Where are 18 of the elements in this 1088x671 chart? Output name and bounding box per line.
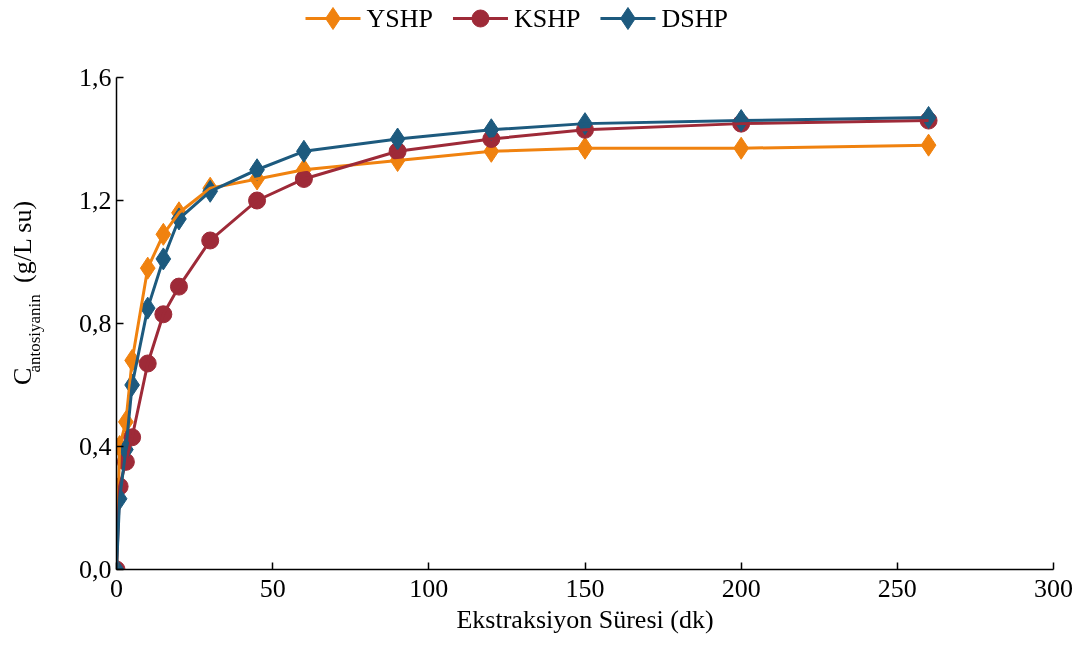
x-tick-label: 200 bbox=[721, 573, 761, 603]
legend-label: KSHP bbox=[513, 4, 581, 33]
y-tick-label: 0,4 bbox=[79, 432, 112, 461]
y-tick-label: 0,0 bbox=[79, 555, 112, 584]
y-axis-title: Cantosiyanin (g/L su) bbox=[7, 200, 44, 385]
x-tick-label: 100 bbox=[409, 573, 449, 603]
legend-label: DSHP bbox=[661, 4, 728, 33]
y-tick-label: 1,6 bbox=[79, 63, 112, 92]
y-tick-label: 0,8 bbox=[79, 309, 112, 338]
x-tick-label: 50 bbox=[259, 573, 286, 603]
x-tick-label: 0 bbox=[110, 573, 123, 603]
y-tick-label: 1,2 bbox=[79, 186, 112, 215]
x-tick-label: 300 bbox=[1034, 573, 1073, 603]
x-tick-label: 150 bbox=[565, 573, 605, 603]
x-tick-label: 250 bbox=[877, 573, 917, 603]
x-axis-title: Ekstraksiyon Süresi (dk) bbox=[456, 604, 714, 634]
point bbox=[920, 133, 937, 157]
legend-label: YSHP bbox=[366, 4, 433, 33]
